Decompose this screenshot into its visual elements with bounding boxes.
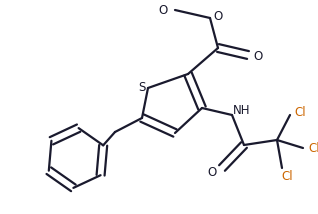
Text: Cl: Cl [281, 171, 293, 183]
Text: O: O [207, 166, 217, 180]
Text: O: O [158, 3, 168, 16]
Text: O: O [253, 49, 263, 62]
Text: NH: NH [233, 104, 251, 116]
Text: O: O [213, 9, 223, 22]
Text: Cl: Cl [308, 143, 318, 156]
Text: S: S [138, 80, 146, 94]
Text: Cl: Cl [294, 106, 306, 119]
